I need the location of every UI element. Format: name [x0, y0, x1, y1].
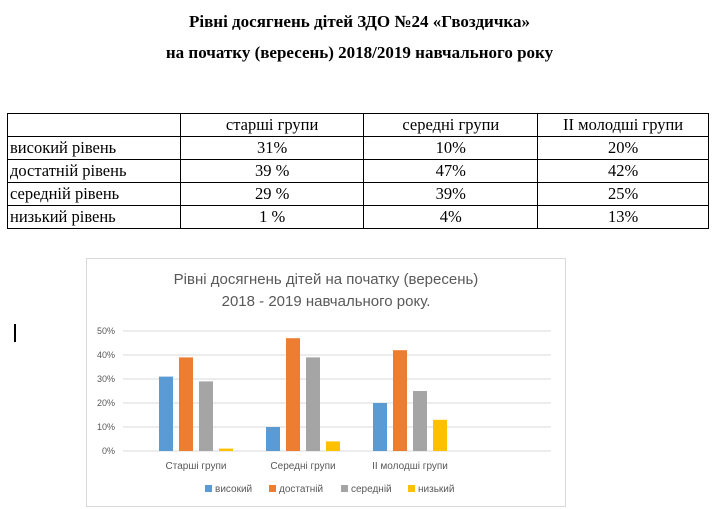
table-header-junior: ІІ молодші групи: [537, 113, 709, 137]
bar: [199, 381, 213, 451]
bar: [306, 357, 320, 451]
y-tick-label: 0%: [102, 446, 115, 456]
bar: [413, 391, 427, 451]
table-cell: 31%: [179, 136, 365, 160]
table-cell: 39 %: [179, 159, 365, 183]
legend-swatch: [408, 485, 415, 492]
legend-label: високий: [215, 484, 252, 495]
text-cursor: [14, 324, 16, 342]
chart-title-line1: Рівні досягнень дітей на початку (вересе…: [174, 271, 479, 288]
table-cell: 42%: [537, 159, 709, 183]
table-cell: 10%: [363, 136, 539, 160]
table-cell: 13%: [537, 205, 709, 229]
table-row: достатній рівень 39 % 47% 42%: [7, 159, 709, 183]
document-title: Рівні досягнень дітей ЗДО №24 «Гвоздичка…: [189, 12, 530, 31]
y-tick-label: 50%: [97, 326, 115, 336]
table-row: високий рівень 31% 10% 20%: [7, 136, 709, 160]
document-subtitle: на початку (вересень) 2018/2019 навчальн…: [165, 43, 554, 62]
table-row: середній рівень 29 % 39% 25%: [7, 182, 709, 206]
table-cell: 4%: [363, 205, 539, 229]
table-header-senior: старші групи: [179, 113, 365, 137]
table-header-row: старші групи середні групи ІІ молодші гр…: [7, 113, 709, 137]
bar: [393, 350, 407, 451]
bar: [286, 338, 300, 451]
legend-swatch: [269, 485, 276, 492]
y-tick-label: 20%: [97, 398, 115, 408]
bar: [179, 357, 193, 451]
bar: [266, 427, 280, 451]
bar: [433, 419, 447, 451]
table-cell: 25%: [537, 182, 709, 206]
x-category-label: Середні групи: [270, 461, 335, 472]
y-tick-label: 30%: [97, 374, 115, 384]
legend-label: низький: [418, 484, 454, 495]
results-table: старші групи середні групи ІІ молодші гр…: [7, 113, 709, 229]
legend-label: достатній: [279, 484, 323, 495]
legend-swatch: [205, 485, 212, 492]
table-row: низький рівень 1 % 4% 13%: [7, 205, 709, 229]
table-cell: 1 %: [179, 205, 365, 229]
chart-title-line2: 2018 - 2019 навчального року.: [222, 293, 431, 310]
bar: [219, 448, 233, 451]
x-category-label: Старші групи: [166, 461, 227, 472]
table-header-empty: [7, 113, 181, 137]
table-header-middle: середні групи: [363, 113, 539, 137]
bar: [159, 376, 173, 451]
bar: [326, 441, 340, 451]
legend-swatch: [341, 485, 348, 492]
x-category-label: ІІ молодші групи: [372, 461, 448, 472]
row-label: достатній рівень: [7, 159, 181, 183]
table-cell: 29 %: [179, 182, 365, 206]
row-label: високий рівень: [7, 136, 181, 160]
bar: [373, 403, 387, 451]
bar-chart: Рівні досягнень дітей на початку (вересе…: [97, 271, 551, 495]
table-cell: 20%: [537, 136, 709, 160]
row-label: низький рівень: [7, 205, 181, 229]
table-cell: 39%: [363, 182, 539, 206]
chart-object[interactable]: Рівні досягнень дітей на початку (вересе…: [86, 258, 566, 507]
y-tick-label: 40%: [97, 350, 115, 360]
row-label: середній рівень: [7, 182, 181, 206]
legend-label: середній: [351, 484, 392, 495]
y-tick-label: 10%: [97, 422, 115, 432]
table-cell: 47%: [363, 159, 539, 183]
